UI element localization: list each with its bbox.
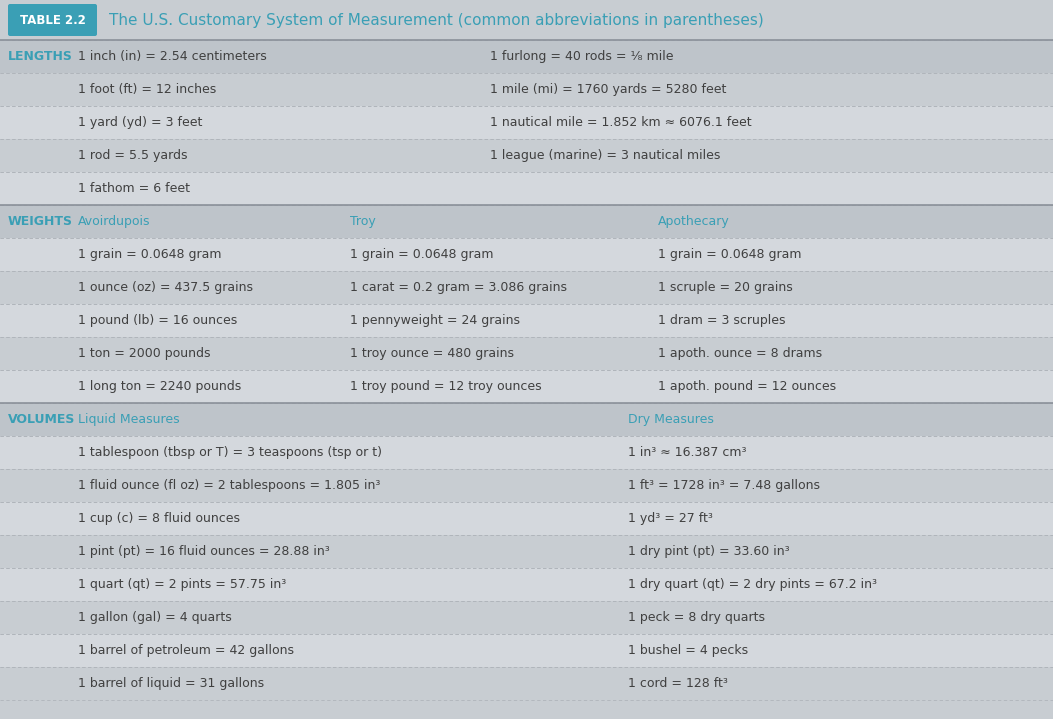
Text: 1 grain = 0.0648 gram: 1 grain = 0.0648 gram (78, 248, 221, 261)
Text: 1 inch (in) = 2.54 centimeters: 1 inch (in) = 2.54 centimeters (78, 50, 266, 63)
Bar (0, 535, 1053, 568)
Text: 1 pennyweight = 24 grains: 1 pennyweight = 24 grains (350, 314, 520, 327)
Text: 1 yd³ = 27 ft³: 1 yd³ = 27 ft³ (628, 512, 713, 525)
Text: 1 cup (c) = 8 fluid ounces: 1 cup (c) = 8 fluid ounces (78, 512, 240, 525)
Text: 1 yard (yd) = 3 feet: 1 yard (yd) = 3 feet (78, 116, 202, 129)
Bar (0, 502, 1053, 535)
Text: 1 carat = 0.2 gram = 3.086 grains: 1 carat = 0.2 gram = 3.086 grains (350, 281, 567, 294)
Text: The U.S. Customary System of Measurement (common abbreviations in parentheses): The U.S. Customary System of Measurement… (110, 12, 763, 27)
Text: 1 tablespoon (tbsp or T) = 3 teaspoons (tsp or t): 1 tablespoon (tbsp or T) = 3 teaspoons (… (78, 446, 382, 459)
Text: 1 dry pint (pt) = 33.60 in³: 1 dry pint (pt) = 33.60 in³ (628, 545, 790, 558)
Text: 1 cord = 128 ft³: 1 cord = 128 ft³ (628, 677, 728, 690)
Text: 1 mile (mi) = 1760 yards = 5280 feet: 1 mile (mi) = 1760 yards = 5280 feet (490, 83, 727, 96)
Bar (0, 271, 1053, 304)
Text: 1 grain = 0.0648 gram: 1 grain = 0.0648 gram (658, 248, 801, 261)
Text: 1 fathom = 6 feet: 1 fathom = 6 feet (78, 182, 190, 195)
Text: 1 barrel of petroleum = 42 gallons: 1 barrel of petroleum = 42 gallons (78, 644, 294, 657)
Text: Liquid Measures: Liquid Measures (78, 413, 180, 426)
Text: 1 troy pound = 12 troy ounces: 1 troy pound = 12 troy ounces (350, 380, 541, 393)
Bar (0, 139, 1053, 172)
Bar (0, 106, 1053, 139)
Text: 1 ton = 2000 pounds: 1 ton = 2000 pounds (78, 347, 211, 360)
Text: Avoirdupois: Avoirdupois (78, 215, 151, 228)
Text: 1 league (marine) = 3 nautical miles: 1 league (marine) = 3 nautical miles (490, 149, 720, 162)
Text: 1 nautical mile = 1.852 km ≈ 6076.1 feet: 1 nautical mile = 1.852 km ≈ 6076.1 feet (490, 116, 752, 129)
Bar (0, 40, 1053, 73)
Text: 1 barrel of liquid = 31 gallons: 1 barrel of liquid = 31 gallons (78, 677, 264, 690)
Text: LENGTHS: LENGTHS (8, 50, 73, 63)
Text: 1 apoth. pound = 12 ounces: 1 apoth. pound = 12 ounces (658, 380, 836, 393)
Bar (0, 337, 1053, 370)
Text: 1 grain = 0.0648 gram: 1 grain = 0.0648 gram (350, 248, 494, 261)
Bar (0, 205, 1053, 238)
Bar (0, 304, 1053, 337)
Text: 1 fluid ounce (fl oz) = 2 tablespoons = 1.805 in³: 1 fluid ounce (fl oz) = 2 tablespoons = … (78, 479, 380, 492)
Text: VOLUMES: VOLUMES (8, 413, 76, 426)
Text: 1 troy ounce = 480 grains: 1 troy ounce = 480 grains (350, 347, 514, 360)
Text: 1 quart (qt) = 2 pints = 57.75 in³: 1 quart (qt) = 2 pints = 57.75 in³ (78, 578, 286, 591)
Text: 1 dram = 3 scruples: 1 dram = 3 scruples (658, 314, 786, 327)
Text: 1 long ton = 2240 pounds: 1 long ton = 2240 pounds (78, 380, 241, 393)
Bar (0, 436, 1053, 469)
Bar (0, 238, 1053, 271)
Bar (0, 634, 1053, 667)
Bar (0, 568, 1053, 601)
Text: 1 ft³ = 1728 in³ = 7.48 gallons: 1 ft³ = 1728 in³ = 7.48 gallons (628, 479, 820, 492)
Text: TABLE 2.2: TABLE 2.2 (20, 14, 85, 27)
Text: 1 furlong = 40 rods = ¹⁄₈ mile: 1 furlong = 40 rods = ¹⁄₈ mile (490, 50, 674, 63)
Text: 1 pint (pt) = 16 fluid ounces = 28.88 in³: 1 pint (pt) = 16 fluid ounces = 28.88 in… (78, 545, 330, 558)
Bar (0, 667, 1053, 700)
Text: 1 rod = 5.5 yards: 1 rod = 5.5 yards (78, 149, 187, 162)
Text: 1 bushel = 4 pecks: 1 bushel = 4 pecks (628, 644, 748, 657)
Text: 1 ounce (oz) = 437.5 grains: 1 ounce (oz) = 437.5 grains (78, 281, 253, 294)
Text: WEIGHTS: WEIGHTS (8, 215, 73, 228)
Text: 1 peck = 8 dry quarts: 1 peck = 8 dry quarts (628, 611, 764, 624)
Bar (0, 370, 1053, 403)
Text: 1 pound (lb) = 16 ounces: 1 pound (lb) = 16 ounces (78, 314, 237, 327)
FancyBboxPatch shape (8, 4, 97, 36)
Bar (0, 403, 1053, 436)
Bar (0, 601, 1053, 634)
Text: 1 scruple = 20 grains: 1 scruple = 20 grains (658, 281, 793, 294)
Bar (0, 469, 1053, 502)
Text: 1 foot (ft) = 12 inches: 1 foot (ft) = 12 inches (78, 83, 216, 96)
Text: Apothecary: Apothecary (658, 215, 730, 228)
Text: 1 gallon (gal) = 4 quarts: 1 gallon (gal) = 4 quarts (78, 611, 232, 624)
Text: 1 apoth. ounce = 8 drams: 1 apoth. ounce = 8 drams (658, 347, 822, 360)
Text: 1 dry quart (qt) = 2 dry pints = 67.2 in³: 1 dry quart (qt) = 2 dry pints = 67.2 in… (628, 578, 877, 591)
Bar (0, 73, 1053, 106)
Bar (0, 172, 1053, 205)
Text: Troy: Troy (350, 215, 376, 228)
Text: 1 in³ ≈ 16.387 cm³: 1 in³ ≈ 16.387 cm³ (628, 446, 747, 459)
Text: Dry Measures: Dry Measures (628, 413, 714, 426)
